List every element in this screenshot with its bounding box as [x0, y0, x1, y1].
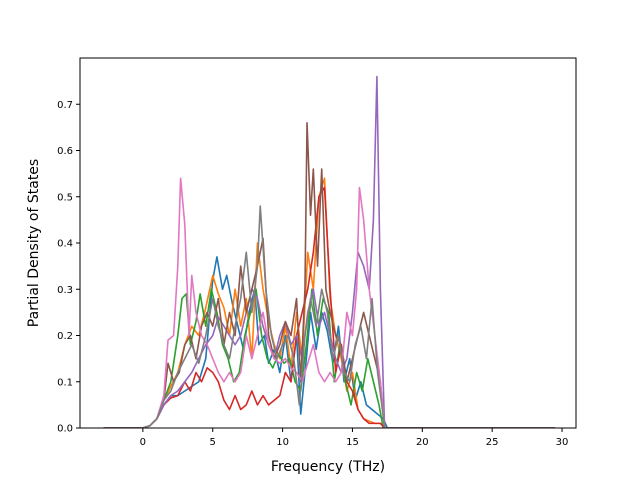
y-tick-label: 0.1 — [57, 377, 73, 388]
y-tick-label: 0.4 — [57, 239, 73, 250]
x-tick-label: 10 — [276, 437, 289, 448]
x-tick-label: 0 — [140, 437, 146, 448]
x-axis-ticks: 0 5 10 15 20 25 30 — [140, 428, 569, 448]
series-line-8 — [103, 205, 556, 428]
series-line-7 — [103, 177, 556, 428]
y-tick-label: 0.3 — [57, 285, 73, 296]
x-tick-label: 5 — [210, 437, 216, 448]
x-tick-label: 20 — [416, 437, 429, 448]
y-axis-ticks: 0.0 0.1 0.2 0.3 0.4 0.5 0.6 0.7 — [57, 100, 80, 435]
y-tick-label: 0.5 — [57, 192, 73, 203]
x-tick-label: 25 — [486, 437, 499, 448]
x-tick-label: 30 — [556, 437, 569, 448]
x-axis-title: Frequency (THz) — [271, 459, 385, 475]
y-tick-label: 0.0 — [57, 424, 73, 435]
x-tick-label: 15 — [346, 437, 359, 448]
y-tick-label: 0.2 — [57, 331, 73, 342]
series-line-3 — [103, 288, 556, 428]
y-tick-label: 0.6 — [57, 146, 73, 157]
y-tick-label: 0.7 — [57, 100, 73, 111]
series-layer — [103, 75, 556, 428]
y-axis-title: Partial Density of States — [26, 159, 42, 327]
